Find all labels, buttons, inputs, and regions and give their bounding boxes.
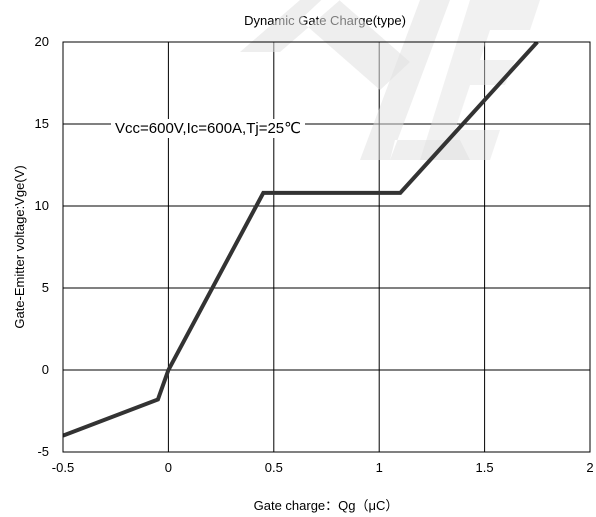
- x-axis-label: Gate charge：Qg（μC）: [254, 498, 399, 513]
- series-line: [63, 42, 539, 438]
- x-tick-label: 1: [376, 460, 383, 475]
- x-tick-label: 0.5: [265, 460, 283, 475]
- y-tick-label: 10: [35, 198, 49, 213]
- plot-frame: [62, 41, 591, 453]
- x-tick-label: -0.5: [52, 460, 74, 475]
- y-axis-label: Gate-Emitter voltage:Vge(V): [12, 165, 27, 328]
- y-tick-label: 5: [42, 280, 49, 295]
- series-layer: [63, 42, 539, 438]
- conditions-annotation: Vcc=600V,Ic=600A,Tj=25℃: [115, 120, 301, 137]
- x-tick-labels: -0.5 0 0.5 1 1.5 2: [52, 460, 594, 475]
- x-tick-label: 2: [586, 460, 593, 475]
- y-tick-label: 0: [42, 362, 49, 377]
- y-tick-labels: -5 0 5 10 15 20: [35, 34, 49, 459]
- y-tick-label: 15: [35, 116, 49, 131]
- x-tick-label: 0: [165, 460, 172, 475]
- y-tick-label: 20: [35, 34, 49, 49]
- watermark: [240, 0, 540, 160]
- x-tick-label: 1.5: [476, 460, 494, 475]
- y-tick-label: -5: [37, 444, 49, 459]
- annotation-background: [111, 119, 305, 138]
